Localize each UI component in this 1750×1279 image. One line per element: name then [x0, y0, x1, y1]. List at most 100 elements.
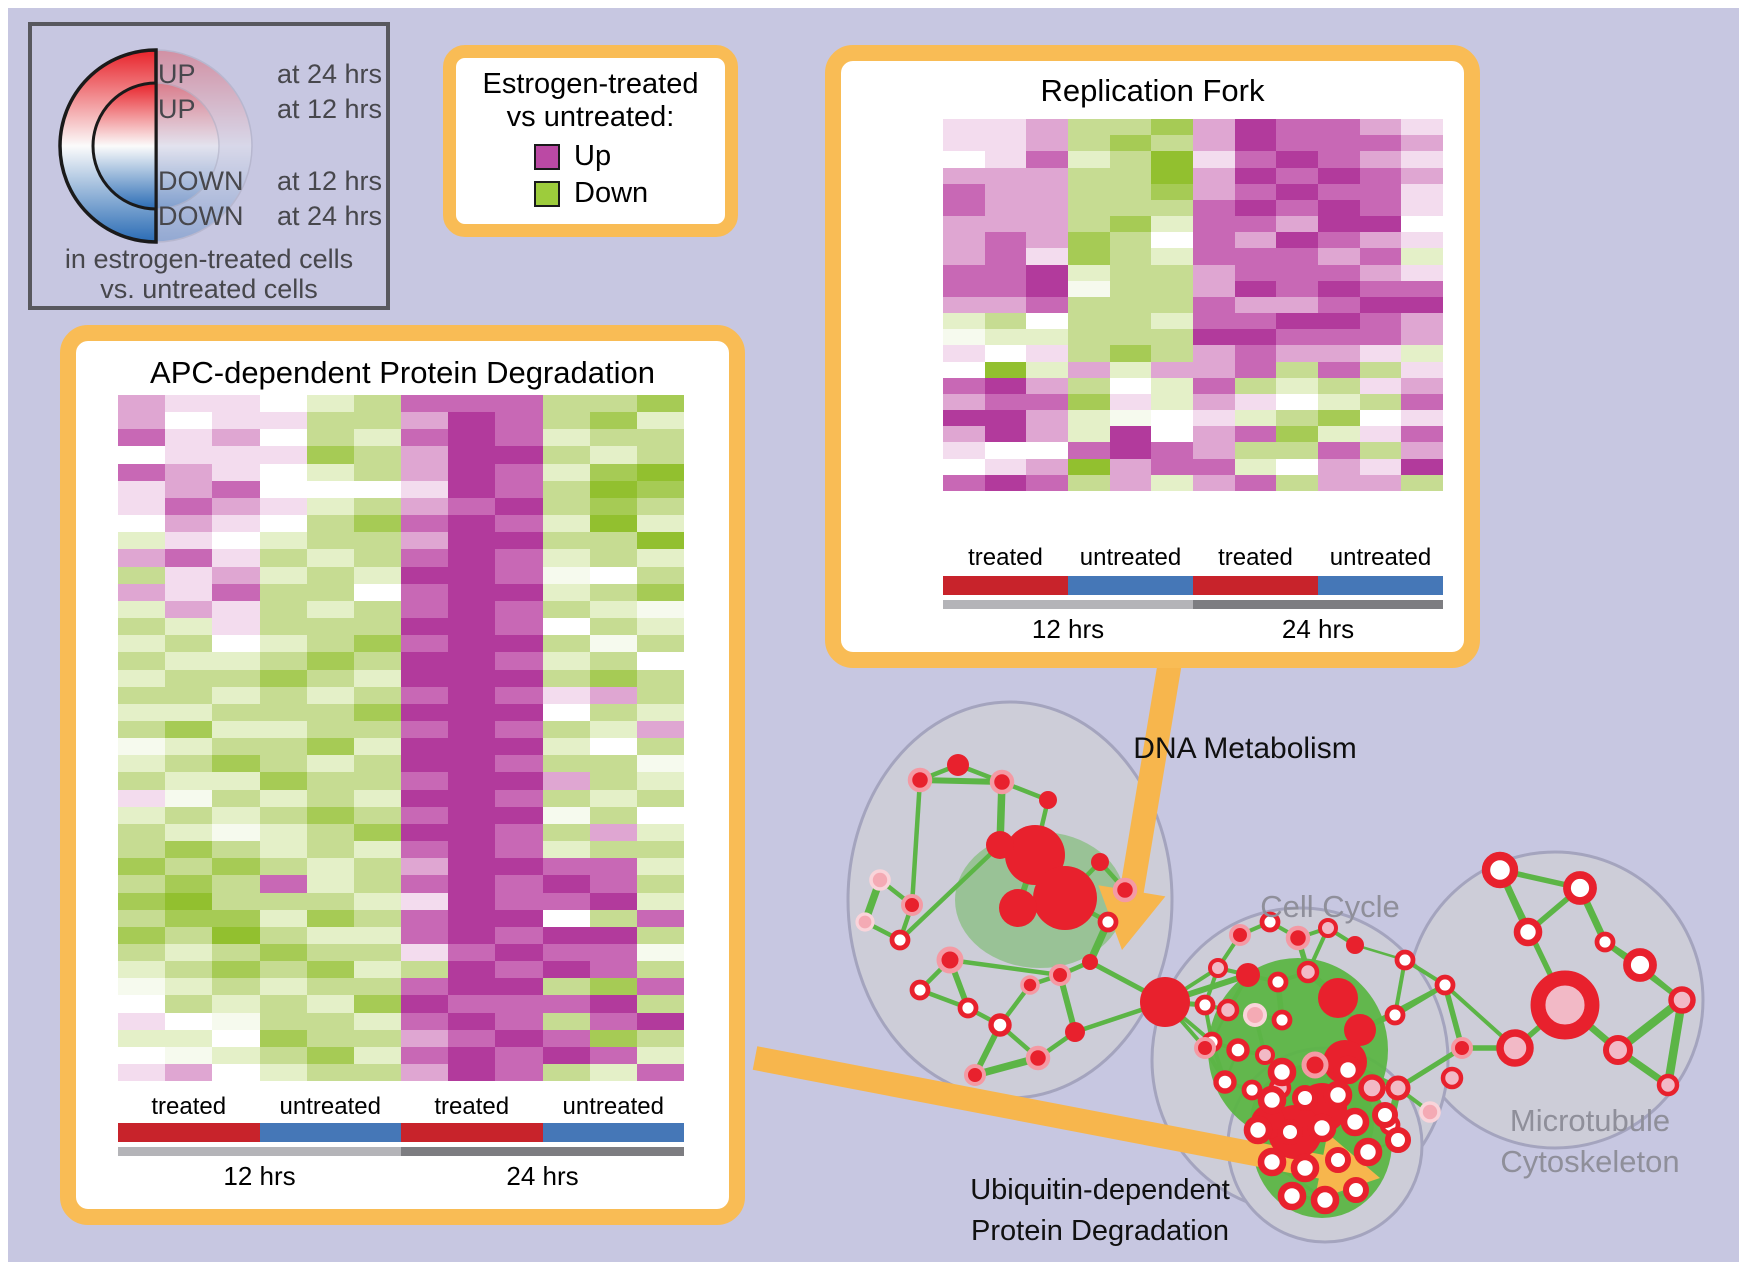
group-label: untreated — [562, 1093, 664, 1120]
heatmap-cell — [165, 720, 213, 739]
heatmap-cell — [401, 755, 449, 773]
heatmap-cell — [1318, 377, 1360, 394]
heatmap-cell — [495, 652, 543, 670]
heatmap-cell — [1359, 361, 1402, 378]
heatmap-cell — [1151, 442, 1194, 459]
heatmap-cell — [212, 978, 260, 996]
heatmap-cell — [636, 480, 685, 498]
group-label: treated — [968, 544, 1043, 571]
heatmap-cell — [1068, 167, 1110, 184]
heatmap-cell — [589, 926, 637, 944]
heatmap-row — [118, 583, 685, 601]
heatmap-cell — [353, 446, 402, 464]
heatmap-cell — [212, 497, 260, 516]
heatmap-cell — [259, 841, 307, 859]
heatmap-cell — [1276, 393, 1319, 411]
dna-metabolism-label: DNA Metabolism — [1133, 732, 1357, 765]
heatmap-cell — [306, 549, 354, 567]
heatmap-cell — [306, 978, 354, 996]
heatmap-cell — [589, 858, 637, 876]
heatmap-cell — [353, 686, 402, 704]
heatmap-cell — [1026, 183, 1069, 200]
heatmap-cell — [1193, 264, 1235, 281]
heatmap-cell — [1318, 410, 1360, 427]
heatmap-cell — [448, 789, 496, 807]
heatmap-cell — [495, 1046, 543, 1065]
heatmap-cell — [1359, 345, 1402, 362]
heatmap-row — [943, 167, 1444, 184]
heatmap-cell — [943, 313, 985, 330]
heatmap-row — [943, 377, 1444, 394]
heatmap-row — [118, 515, 685, 533]
heatmap-cell — [401, 720, 449, 739]
heatmap-cell — [118, 738, 166, 756]
heatmap-cell — [306, 515, 354, 533]
heatmap-cell — [1276, 313, 1319, 330]
heatmap-cell — [1401, 264, 1444, 281]
heatmap-cell — [353, 583, 402, 601]
heatmap-cell — [353, 463, 402, 481]
heatmap-cell — [353, 549, 402, 567]
heatmap-cell — [1276, 329, 1319, 346]
heatmap-cell — [1359, 458, 1402, 475]
heatmap-cell — [306, 669, 354, 687]
heatmap-row — [118, 686, 685, 704]
heatmap-cell — [1026, 264, 1069, 281]
heatmap-cell — [1359, 329, 1402, 346]
heatmap-cell — [1109, 313, 1152, 330]
heatmap-cell — [542, 789, 590, 807]
heatmap-cell — [448, 978, 496, 996]
heatmap-cell — [1401, 135, 1444, 152]
heatmap-cell — [118, 412, 166, 430]
heatmap-row — [118, 926, 685, 944]
colorbar-segment — [118, 1123, 260, 1142]
heatmap-cell — [165, 823, 213, 842]
heatmap-cell — [353, 618, 402, 636]
heatmap-cell — [165, 515, 213, 533]
heatmap-cell — [589, 995, 637, 1013]
heatmap-cell — [118, 686, 166, 704]
heatmap-cell — [1026, 377, 1069, 394]
heatmap-cell — [1318, 474, 1360, 491]
heatmap-cell — [165, 395, 213, 413]
heatmap-cell — [118, 395, 166, 413]
heatmap-cell — [1276, 280, 1319, 297]
heatmap-cell — [1401, 216, 1444, 233]
heatmap-cell — [1359, 135, 1402, 152]
heatmap-cell — [118, 600, 166, 619]
heatmap-cell — [495, 686, 543, 704]
heatmap-cell — [1401, 119, 1444, 136]
heatmap-cell — [306, 944, 354, 962]
heatmap-cell — [943, 345, 985, 362]
heatmap-cell — [118, 944, 166, 962]
heatmap-cell — [165, 446, 213, 464]
heatmap-cell — [1026, 248, 1069, 265]
heatmap-cell — [1234, 199, 1277, 217]
heatmap-cell — [212, 703, 260, 721]
heatmap-cell — [212, 532, 260, 550]
heatmap-cell — [353, 858, 402, 876]
heatmap-cell — [636, 395, 685, 413]
heatmap-cell — [448, 395, 496, 413]
heatmap-cell — [212, 1029, 260, 1047]
heatmap-cell — [448, 738, 496, 756]
heatmap-cell — [401, 1064, 449, 1082]
heatmap-cell — [448, 446, 496, 464]
heatmap-cell — [1026, 313, 1069, 330]
heatmap-cell — [259, 1029, 307, 1047]
replication-fork-title: Replication Fork — [1040, 73, 1265, 108]
heatmap-cell — [212, 738, 260, 756]
heatmap-cell — [1401, 377, 1444, 394]
heatmap-cell — [542, 823, 590, 842]
heatmap-cell — [212, 823, 260, 842]
heatmap-cell — [943, 377, 985, 394]
heatmap-cell — [1318, 167, 1360, 184]
heatmap-cell — [984, 329, 1027, 346]
heatmap-cell — [542, 978, 590, 996]
heatmap-cell — [542, 583, 590, 601]
heatmap-cell — [259, 995, 307, 1013]
heatmap-cell — [306, 720, 354, 739]
rf-treatment-colorbar — [943, 576, 1443, 595]
heatmap-cell — [1026, 442, 1069, 459]
heatmap-row — [943, 329, 1444, 346]
